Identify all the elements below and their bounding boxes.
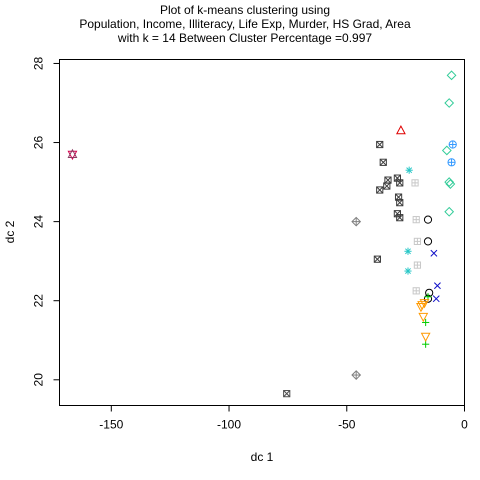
x-axis: -150 -100 -50 0 — [99, 405, 468, 432]
data-point — [447, 158, 456, 167]
y-tick-label: 20 — [32, 373, 46, 387]
data-point — [430, 249, 438, 257]
data-point — [448, 140, 457, 149]
data-point — [396, 199, 404, 207]
x-tick-label: 0 — [461, 418, 468, 432]
data-point — [395, 125, 406, 135]
y-tick-label: 24 — [32, 215, 46, 229]
data-point — [396, 179, 404, 187]
data-point — [423, 237, 433, 246]
data-point — [423, 215, 433, 224]
data-point — [445, 179, 456, 189]
data-point — [432, 295, 440, 303]
data-point — [433, 282, 441, 290]
data-point — [404, 247, 412, 255]
y-axis: 20 22 24 26 28 — [32, 56, 60, 386]
chart-title-line-3: with k = 14 Between Cluster Percentage =… — [117, 31, 372, 45]
data-point — [376, 140, 384, 149]
x-tick-label: -150 — [99, 418, 123, 432]
y-tick-label: 22 — [32, 294, 46, 308]
data-point — [422, 318, 430, 327]
data-point — [404, 267, 412, 275]
data-point — [379, 158, 387, 166]
data-point — [446, 70, 457, 81]
data-point — [411, 179, 419, 187]
y-axis-label: dc 2 — [3, 220, 17, 243]
chart-title-line-2: Population, Income, Illiteracy, Life Exp… — [79, 17, 411, 31]
data-point — [444, 177, 455, 187]
data-point — [418, 312, 429, 323]
x-axis-label: dc 1 — [251, 450, 274, 464]
data-point — [413, 261, 422, 269]
y-tick-label: 28 — [32, 56, 46, 70]
data-point — [412, 287, 420, 295]
data-point — [393, 210, 401, 218]
data-points — [67, 70, 457, 398]
data-point — [351, 216, 362, 227]
data-point — [351, 370, 362, 380]
data-point — [416, 303, 426, 313]
x-tick-label: -100 — [217, 418, 241, 432]
data-point — [444, 206, 455, 217]
data-point — [373, 255, 381, 263]
data-point — [413, 237, 422, 245]
data-point — [444, 98, 455, 108]
data-point — [405, 166, 413, 174]
data-point — [384, 176, 392, 184]
data-point — [412, 216, 420, 224]
data-point — [283, 390, 291, 398]
data-point — [396, 214, 404, 222]
data-point — [67, 150, 78, 161]
plot-frame — [59, 59, 465, 406]
chart-title-line-1: Plot of k-means clustering using — [160, 3, 330, 17]
data-point — [420, 332, 431, 342]
data-point — [441, 145, 452, 156]
x-tick-label: -50 — [338, 418, 356, 432]
data-point — [376, 186, 384, 194]
y-tick-label: 26 — [32, 136, 46, 150]
data-point — [383, 182, 391, 190]
data-point — [67, 148, 78, 158]
